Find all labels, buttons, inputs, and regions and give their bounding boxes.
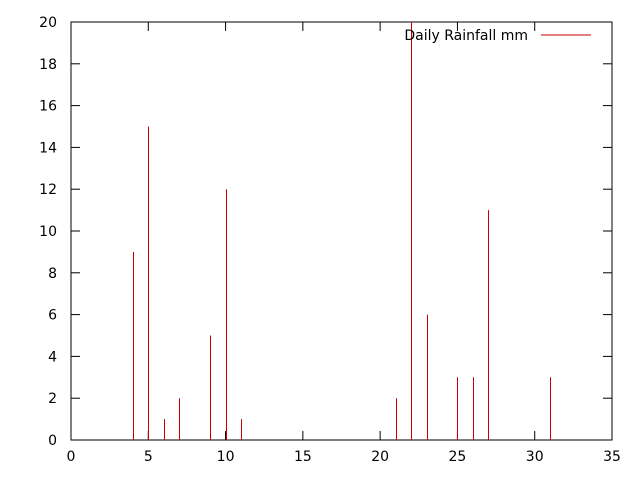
y-tick-label: 2	[48, 391, 57, 407]
y-tick-label: 8	[48, 266, 57, 282]
axis-ticks	[70, 21, 613, 441]
y-tick-label: 12	[39, 182, 57, 198]
rainfall-impulses	[133, 22, 551, 440]
y-tick-label: 18	[39, 57, 57, 73]
legend-label: Daily Rainfall mm	[404, 28, 528, 44]
x-tick-label: 25	[449, 449, 467, 465]
y-tick-label: 10	[39, 224, 57, 240]
x-tick-label: 0	[67, 449, 76, 465]
y-tick-label: 0	[48, 433, 57, 449]
plot-frame	[70, 21, 613, 441]
y-tick-label: 16	[39, 99, 57, 115]
y-tick-label: 20	[39, 15, 57, 31]
y-tick-label: 14	[39, 140, 57, 156]
x-tick-label: 35	[603, 449, 621, 465]
y-tick-label: 6	[48, 308, 57, 324]
x-tick-labels: 0 5 10 15 20 25 30 35	[67, 449, 621, 465]
x-tick-label: 5	[144, 449, 153, 465]
x-tick-label: 30	[526, 449, 544, 465]
legend: Daily Rainfall mm	[404, 28, 591, 44]
y-tick-labels: 0 2 4 6 8 10 12 14 16 18 20	[39, 15, 57, 449]
x-tick-label: 15	[294, 449, 312, 465]
x-tick-label: 20	[371, 449, 389, 465]
y-tick-label: 4	[48, 349, 57, 365]
x-tick-label: 10	[217, 449, 235, 465]
